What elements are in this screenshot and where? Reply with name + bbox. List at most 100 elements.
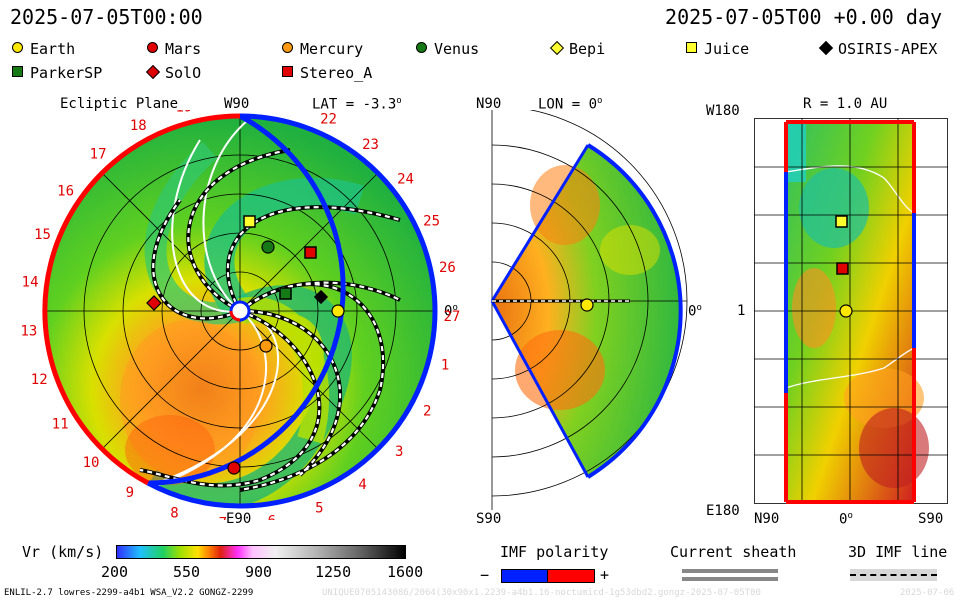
earth-icon: [12, 42, 23, 53]
longitude-latitude-map: [754, 118, 948, 504]
carrington-label: 27: [443, 309, 460, 325]
colorbar-tick-4: 1600: [387, 563, 424, 581]
legend-item-parkersp: ParkerSP: [12, 64, 102, 82]
sun-polarity-icon: [229, 310, 241, 322]
legend-item-stereo-a: Stereo_A: [282, 64, 372, 82]
map-polarity-edges: [786, 120, 914, 504]
stereo-a-icon: [282, 66, 293, 77]
map-stereo-a-marker: [836, 262, 849, 275]
bepi-icon: [549, 40, 565, 56]
map-bottom-left-label: E180: [706, 503, 740, 519]
juice-marker: [243, 215, 256, 228]
imf-negative-swatch: [501, 569, 549, 583]
ecliptic-title: Ecliptic Plane: [60, 96, 179, 112]
meridional-wedge-edge-north: [490, 144, 590, 302]
imf-positive-swatch: [547, 569, 595, 583]
footer-date: 2025-07-06: [900, 588, 955, 598]
carrington-label: 13: [20, 324, 37, 340]
carrington-label: 16: [57, 183, 74, 199]
map-title: R = 1.0 AU: [803, 96, 888, 112]
carrington-label: 14: [22, 275, 39, 291]
colorbar-tick-3: 1250: [315, 563, 352, 581]
mars-icon: [147, 42, 158, 53]
imf-line-label: 3D IMF line: [848, 543, 948, 561]
map-bottom-right-tick: S90: [918, 511, 944, 527]
ecliptic-markers: [146, 215, 345, 475]
ecliptic-bottom-label: E90: [226, 511, 252, 527]
carrington-label: 12: [31, 372, 48, 388]
imf-lines: [139, 148, 401, 492]
solo-icon: [145, 64, 161, 80]
legend-item-solo: SolO: [145, 64, 201, 82]
map-earth-marker: [839, 304, 853, 318]
carrington-label: 18: [130, 118, 147, 134]
carrington-label: 25: [423, 213, 440, 229]
osiris-apex-icon: [818, 40, 834, 56]
imf-polarity-ring-positive: [42, 113, 241, 486]
carrington-label: 3: [395, 444, 403, 460]
carrington-label: 1: [441, 358, 449, 374]
meridional-earth-marker: [580, 298, 594, 312]
current-sheath-label: Current sheath: [670, 543, 797, 561]
start-datetime: 2025-07-05T00:00: [10, 5, 203, 29]
colorbar: [116, 545, 406, 559]
legend-item-mercury: Mercury: [282, 40, 363, 58]
legend-item-venus: Venus: [416, 40, 479, 58]
carrington-label: 11: [52, 416, 69, 432]
carrington-label: 10: [83, 455, 100, 471]
stereo-a-marker: [304, 246, 317, 259]
mercury-icon: [282, 42, 293, 53]
juice-icon: [686, 42, 697, 53]
carrington-label: 15: [34, 227, 51, 243]
imf-plus-sign: +: [600, 566, 610, 584]
carrington-label: 5: [315, 501, 323, 517]
ecliptic-top-label: W90: [224, 96, 250, 112]
imf-minus-sign: −: [480, 566, 490, 584]
map-top-left-label: W180: [706, 103, 740, 119]
current-sheath-swatch-bottom: [682, 577, 778, 581]
ecliptic-right-label: 0o: [444, 303, 458, 320]
longitude-label: LON = 0o: [538, 96, 603, 113]
legend-item-osiris-apex: OSIRIS-APEX: [818, 40, 937, 58]
venus-marker: [261, 240, 275, 254]
current-sheath-swatch-top: [682, 569, 778, 573]
colorbar-tick-2: 900: [245, 563, 273, 581]
carrington-label: 9: [126, 485, 134, 501]
meridional-wedge-edge-south: [490, 300, 590, 478]
imf-polarity-ring-negative-arc: [146, 113, 438, 509]
mars-marker: [227, 461, 241, 475]
legend-item-juice: Juice: [686, 40, 749, 58]
map-bottom-left-tick: N90: [754, 511, 780, 527]
map-mid-left-label: 1: [737, 303, 746, 319]
carrington-label: 21: [273, 110, 290, 112]
carrington-label: 23: [362, 137, 379, 153]
carrington-label: 17: [90, 147, 107, 163]
imf-polarity-ring-negative: [147, 113, 346, 486]
meridional-right-label: 0o: [688, 303, 702, 320]
mercury-marker: [259, 339, 273, 353]
imf-polarity-label: IMF polarity: [500, 543, 609, 561]
meridional-plot: [490, 110, 688, 510]
legend-item-bepi: Bepi: [549, 40, 605, 58]
latitude-label: LAT = -3.3o: [312, 96, 402, 113]
meridional-top-label: N90: [476, 96, 502, 112]
map-juice-marker: [835, 215, 848, 228]
meridional-polarity-ring: [586, 143, 683, 479]
elapsed-datetime: 2025-07-05T00 +0.00 day: [665, 5, 942, 29]
imf-line-swatch: [850, 569, 937, 581]
carrington-label: 22: [320, 111, 337, 127]
carrington-label: 7: [219, 515, 227, 520]
parkersp-marker: [279, 287, 292, 300]
earth-marker: [331, 304, 345, 318]
carrington-label: 8: [170, 506, 178, 520]
parkersp-icon: [12, 66, 23, 77]
solo-marker: [146, 295, 162, 311]
legend-item-earth: Earth: [12, 40, 75, 58]
map-sheath-line-lower: [785, 347, 915, 389]
carrington-label: 26: [439, 260, 456, 276]
meridional-bottom-label: S90: [476, 511, 502, 527]
carrington-label: 4: [358, 477, 366, 493]
colorbar-tick-1: 550: [173, 563, 201, 581]
colorbar-label: Vr (km/s): [22, 543, 104, 561]
venus-icon: [416, 42, 427, 53]
